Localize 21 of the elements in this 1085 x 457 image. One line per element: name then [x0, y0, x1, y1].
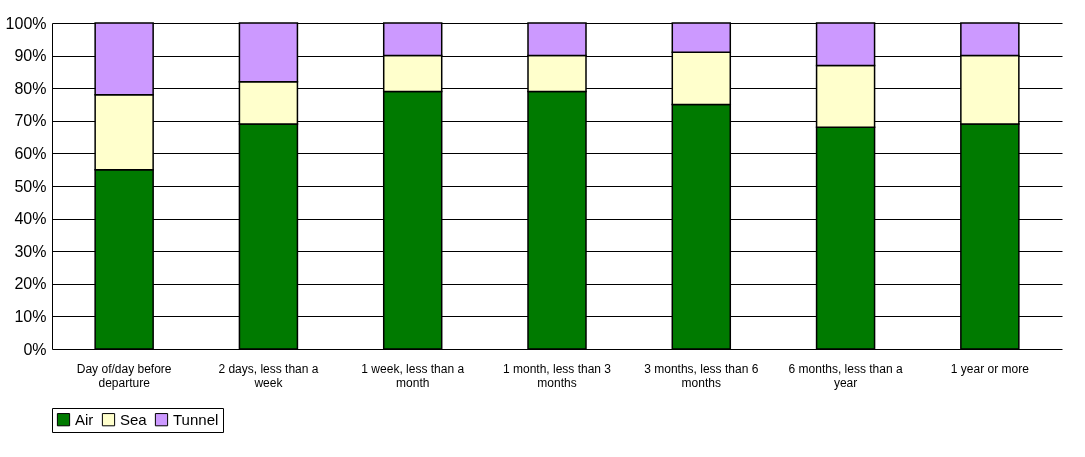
y-tick-label: 70%: [14, 112, 47, 130]
y-tick-label: 90%: [14, 47, 47, 65]
legend-label: Tunnel: [173, 410, 219, 428]
y-tick-label: 10%: [14, 307, 47, 325]
legend-label: Sea: [120, 410, 148, 428]
y-tick-label: 100%: [5, 14, 47, 32]
x-tick-label: 6 months, less than a year: [788, 361, 903, 390]
x-tick-label: 2 days, less than a week: [218, 361, 319, 390]
x-tick-label: 1 year or more: [950, 361, 1030, 376]
y-tick-label: 40%: [14, 210, 47, 228]
legend-label: Air: [75, 410, 94, 428]
y-tick-label: 80%: [14, 79, 47, 97]
y-tick-label: 60%: [14, 144, 47, 162]
x-tick-label: Day of/day before departure: [76, 361, 172, 390]
x-tick-label: 1 month, less than 3 months: [502, 361, 612, 390]
y-tick-label: 50%: [14, 177, 47, 195]
x-tick-label: 1 week, less than a month: [361, 361, 465, 390]
y-tick-label: 0%: [23, 340, 47, 358]
y-tick-label: 20%: [14, 275, 47, 293]
y-tick-label: 30%: [14, 242, 47, 260]
x-tick-label: 3 months, less than 6 months: [644, 361, 759, 390]
